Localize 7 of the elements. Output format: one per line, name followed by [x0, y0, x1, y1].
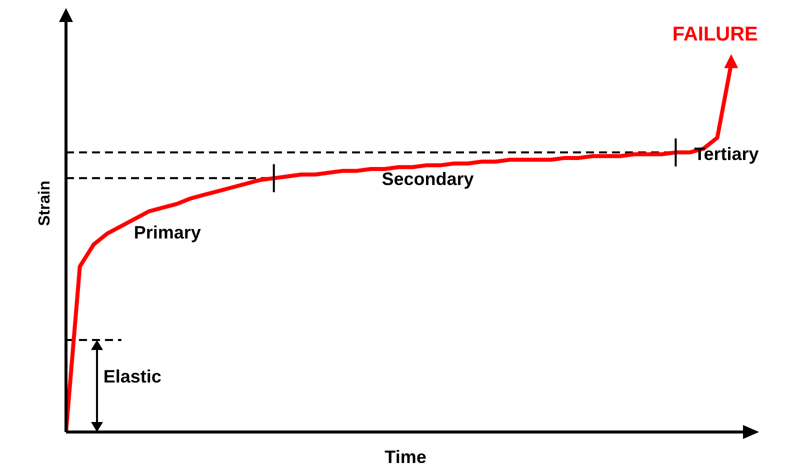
annotation: Tertiary [694, 144, 759, 164]
annotation: Elastic [103, 366, 162, 387]
y-axis-title: Strain [36, 180, 54, 226]
annotation: Secondary [382, 168, 474, 189]
x-axis-title: Time [384, 447, 426, 467]
annotation: Primary [134, 222, 201, 242]
text: FAILURE [672, 24, 758, 46]
